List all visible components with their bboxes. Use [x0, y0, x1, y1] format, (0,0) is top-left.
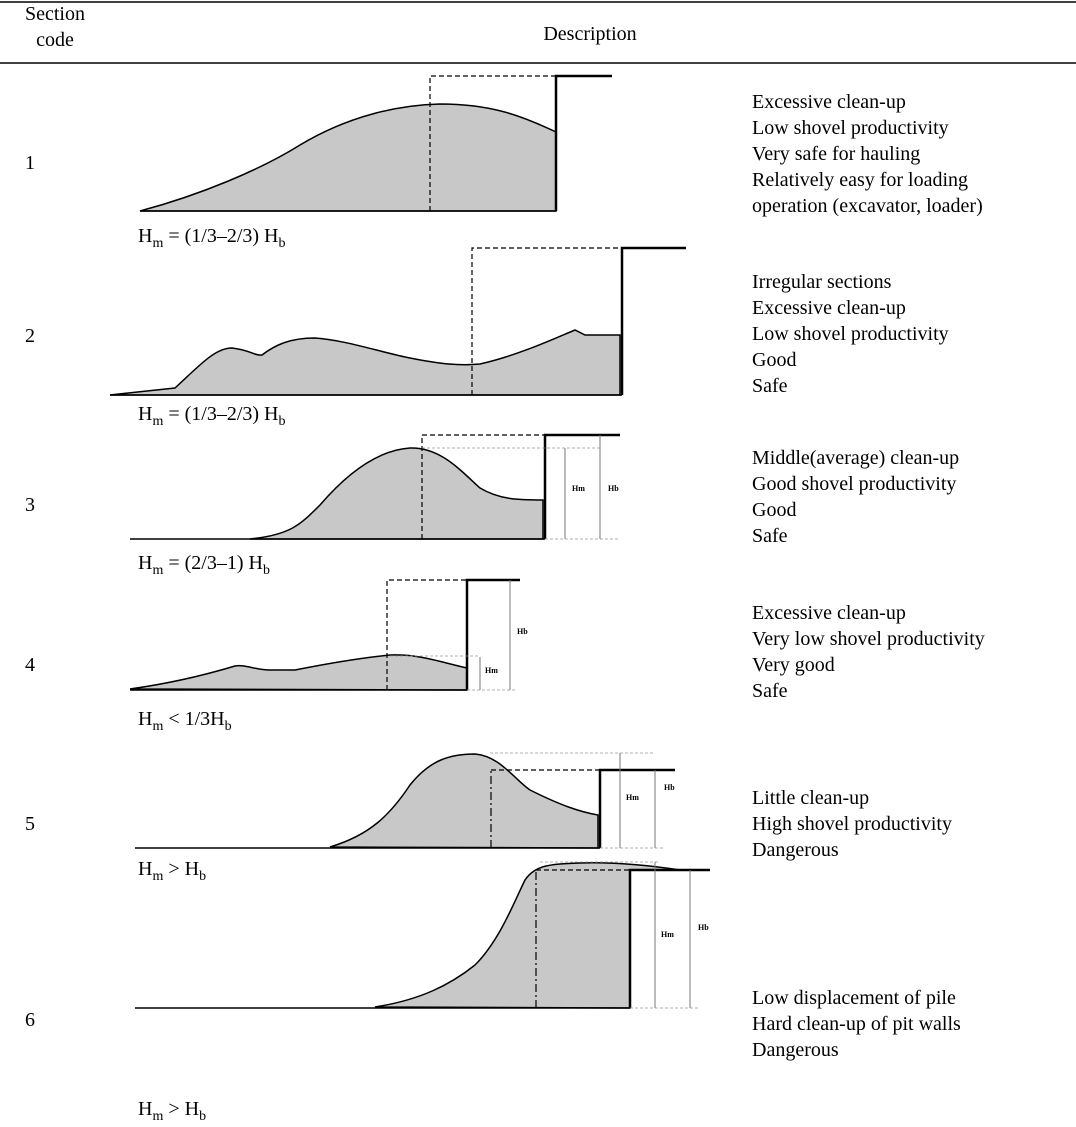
- header-line: code: [36, 29, 74, 51]
- formula-text: = (1/3–2/3) H: [163, 403, 278, 425]
- description-line: Low shovel productivity: [752, 117, 949, 139]
- formula-subscript: b: [279, 414, 286, 429]
- formula-text: > H: [163, 858, 199, 880]
- description-line: Hard clean-up of pit walls: [752, 1013, 961, 1035]
- height-label: Hb: [608, 484, 619, 493]
- header-cell: Description: [543, 23, 636, 45]
- formula-subscript: m: [152, 869, 163, 884]
- diagram-6: Hm Hb: [135, 861, 710, 1009]
- height-label: Hb: [698, 923, 709, 932]
- description-line: Middle(average) clean-up: [752, 447, 959, 469]
- formula-text: H: [138, 858, 152, 880]
- formula-text: H: [138, 552, 152, 574]
- formula: Hm > Hb: [138, 1098, 206, 1124]
- description-line: Little clean-up: [752, 787, 869, 809]
- formula-subscript: m: [152, 563, 163, 578]
- formula-text: H: [138, 708, 152, 730]
- formula-subscript: m: [152, 1109, 163, 1124]
- section-code: 3: [25, 494, 35, 516]
- formula-text: H: [138, 1098, 152, 1120]
- height-label: Hb: [517, 627, 528, 636]
- formula-text: = (2/3–1) H: [163, 552, 263, 574]
- description-line: Safe: [752, 375, 788, 397]
- section-code: 5: [25, 813, 35, 835]
- description-line: High shovel productivity: [752, 813, 952, 835]
- height-label: Hm: [661, 930, 674, 939]
- description-line: Dangerous: [752, 839, 839, 861]
- formula-subscript: m: [152, 414, 163, 429]
- formula: Hm = (1/3–2/3) Hb: [138, 225, 286, 251]
- description-line: Relatively easy for loading: [752, 169, 968, 191]
- formula-subscript: b: [199, 1109, 206, 1124]
- section-code: 4: [25, 654, 35, 676]
- formula-subscript: b: [225, 719, 232, 734]
- description-line: Very low shovel productivity: [752, 628, 985, 650]
- diagram-4: Hm Hb: [129, 578, 528, 691]
- formula-text: H: [138, 225, 152, 247]
- header-cell: Section code: [25, 3, 85, 51]
- section-code: 6: [25, 1009, 35, 1031]
- height-label: Hm: [572, 484, 585, 493]
- diagram-5: Hm Hb: [135, 752, 675, 849]
- formula: Hm < 1/3Hb: [138, 708, 232, 734]
- description-line: Excessive clean-up: [752, 91, 906, 113]
- height-label: Hm: [626, 793, 639, 802]
- formula-subscript: m: [152, 719, 163, 734]
- formula: Hm = (1/3–2/3) Hb: [138, 403, 286, 429]
- description-line: Very good: [752, 654, 835, 676]
- header-line: Section: [25, 3, 85, 25]
- diagram-1: [139, 74, 612, 212]
- description-line: operation (excavator, loader): [752, 195, 983, 217]
- description-line: Safe: [752, 680, 788, 702]
- formula-subscript: b: [263, 563, 270, 578]
- diagram-2: [109, 246, 686, 396]
- header-line: Description: [543, 23, 636, 45]
- description-line: Low displacement of pile: [752, 987, 956, 1009]
- section-code: 2: [25, 325, 35, 347]
- height-label: Hm: [485, 666, 498, 675]
- height-label: Hb: [664, 783, 675, 792]
- description-line: Excessive clean-up: [752, 602, 906, 624]
- description-line: Safe: [752, 525, 788, 547]
- diagram-3: Hm Hb: [130, 433, 620, 540]
- description-line: Good shovel productivity: [752, 473, 956, 495]
- description-line: Irregular sections: [752, 271, 892, 293]
- formula-text: = (1/3–2/3) H: [163, 225, 278, 247]
- formula: Hm = (2/3–1) Hb: [138, 552, 270, 578]
- formula-subscript: m: [152, 236, 163, 251]
- description-line: Excessive clean-up: [752, 297, 906, 319]
- description-line: Good: [752, 499, 796, 521]
- formula-text: > H: [163, 1098, 199, 1120]
- formula-subscript: b: [199, 869, 206, 884]
- description-line: Very safe for hauling: [752, 143, 920, 165]
- section-code: 1: [25, 152, 35, 174]
- description-line: Low shovel productivity: [752, 323, 949, 345]
- formula-text: < 1/3H: [163, 708, 224, 730]
- description-line: Good: [752, 349, 796, 371]
- description-line: Dangerous: [752, 1039, 839, 1061]
- formula: Hm > Hb: [138, 858, 206, 884]
- formula-text: H: [138, 403, 152, 425]
- formula-subscript: b: [279, 236, 286, 251]
